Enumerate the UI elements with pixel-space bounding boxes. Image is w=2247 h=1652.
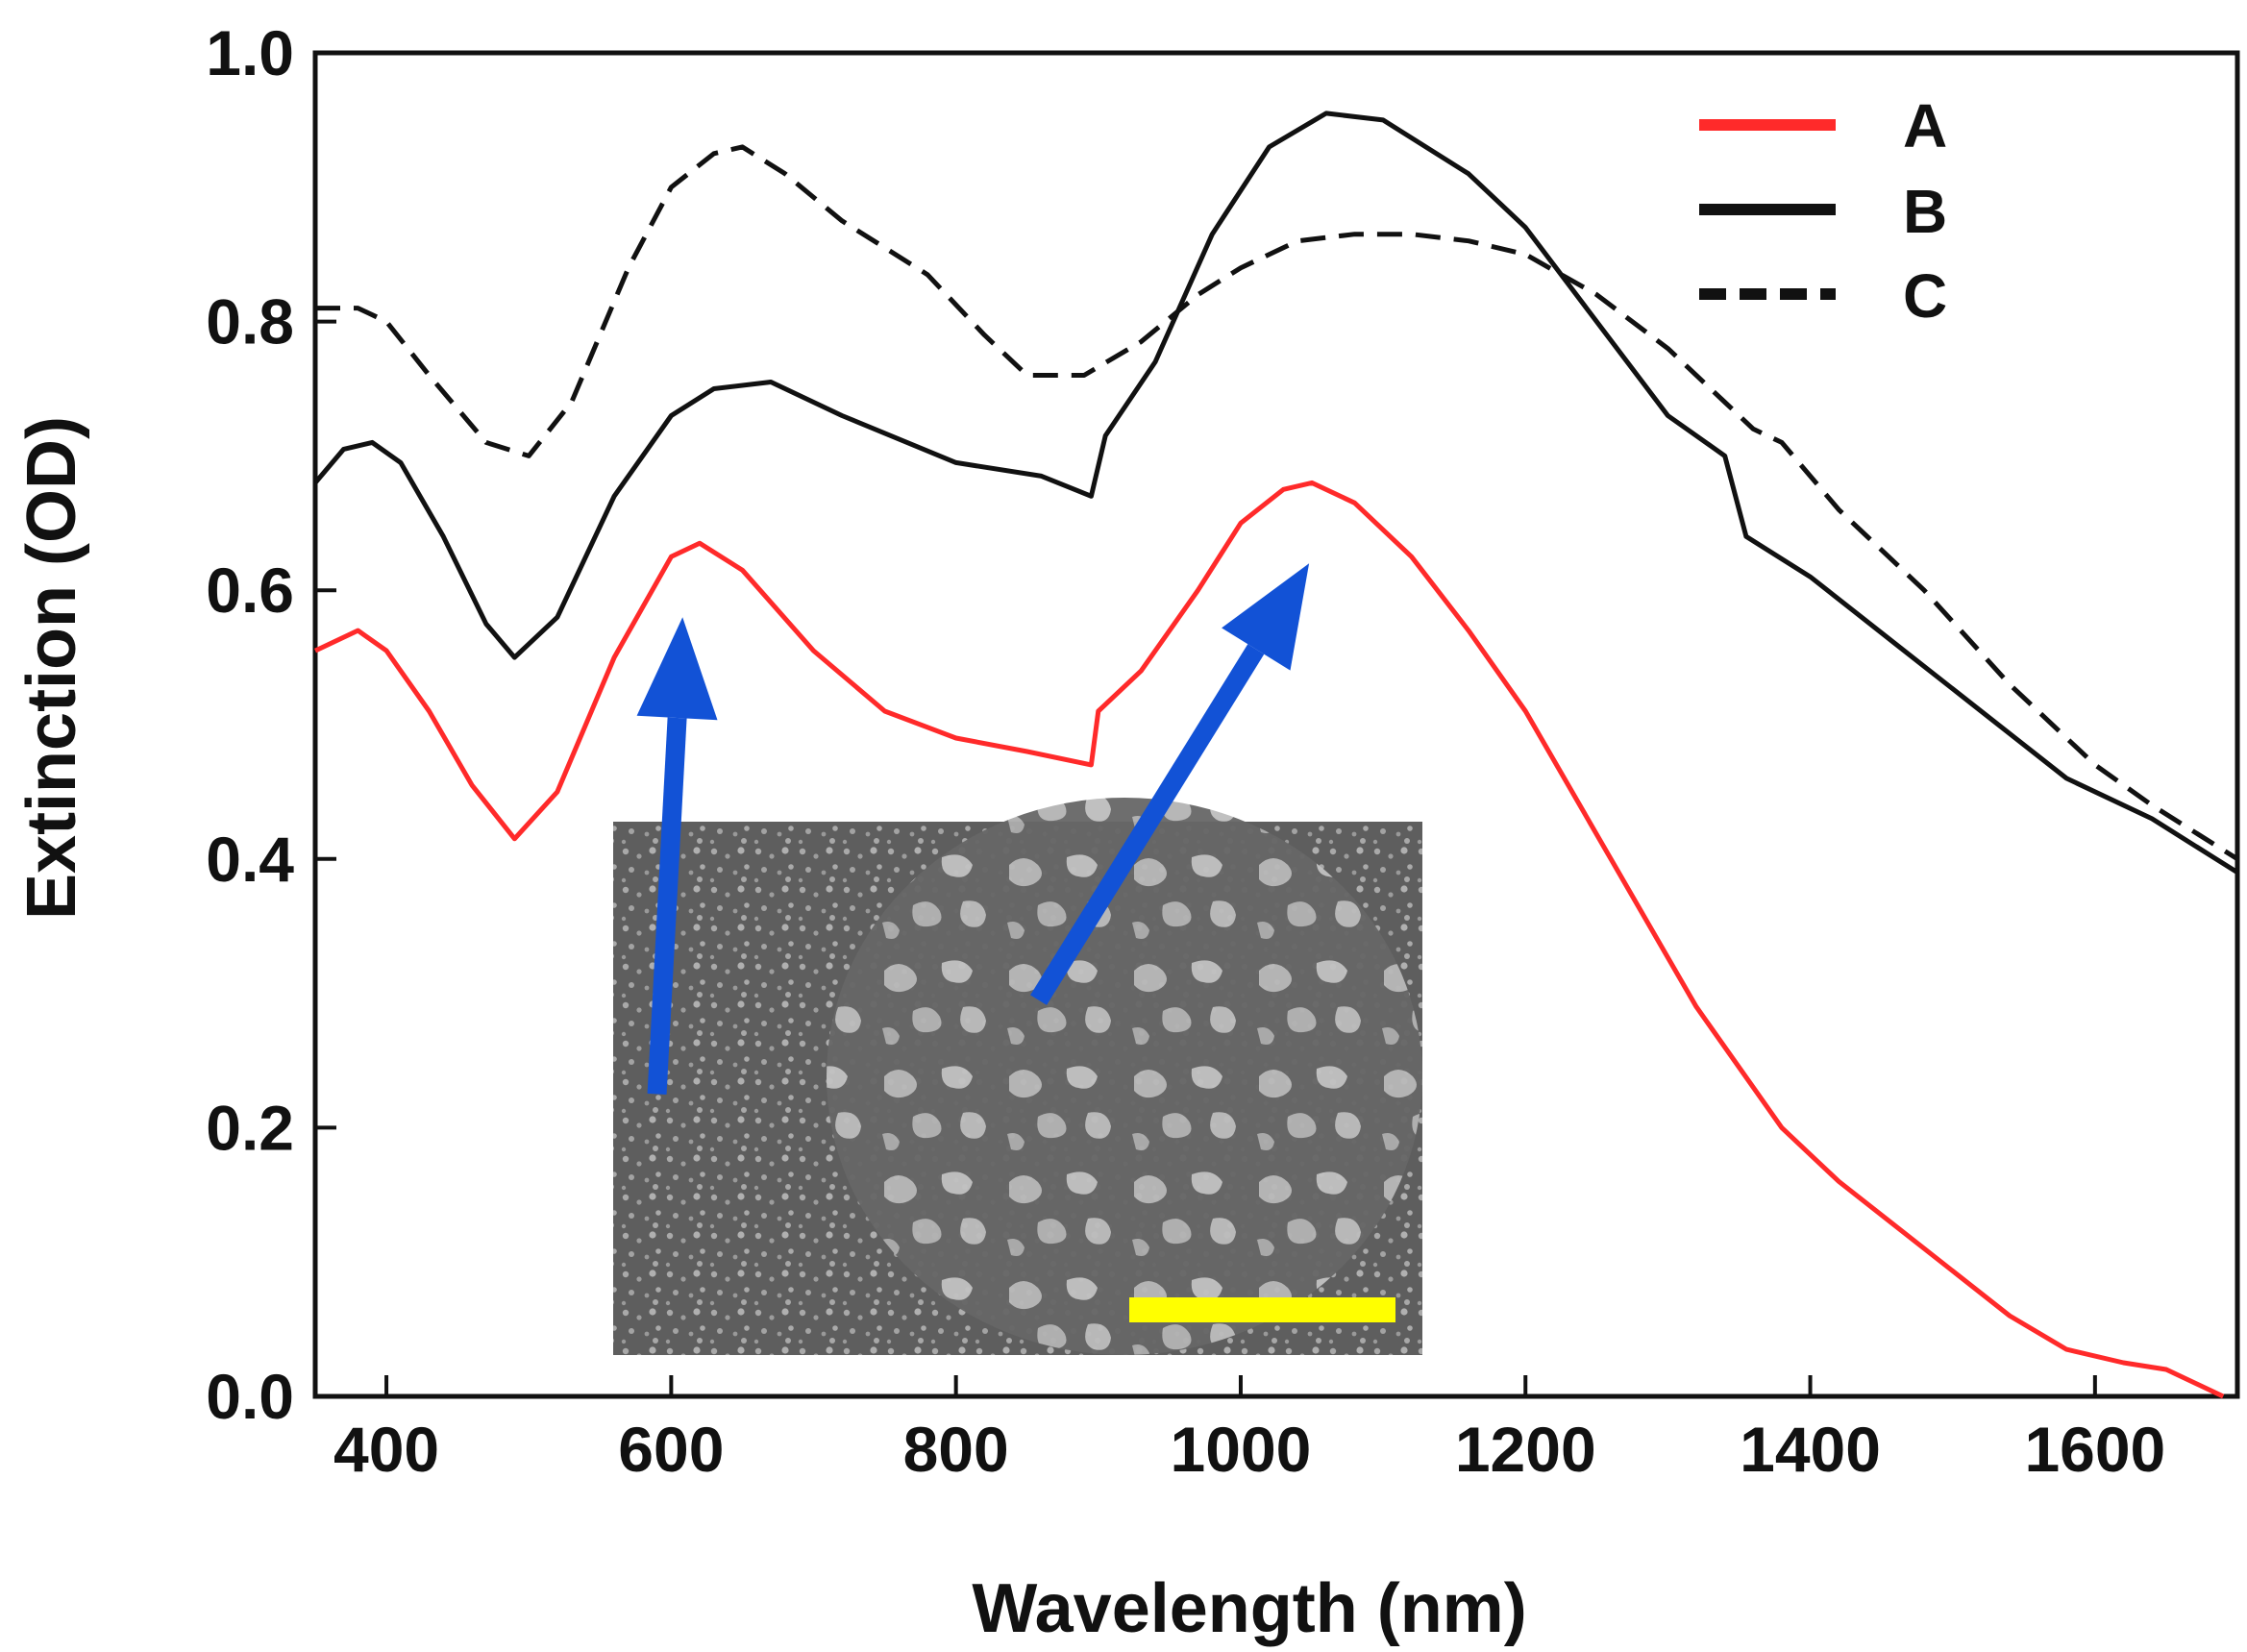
x-tick-label-1600: 1600 xyxy=(2024,1414,2165,1485)
arrow-shaft-2 xyxy=(1030,644,1265,1005)
x-axis-label: Wavelength (nm) xyxy=(972,1570,1526,1647)
y-tick-label-5: 1.0 xyxy=(206,17,294,88)
legend-label-b: B xyxy=(1903,177,1947,246)
x-tick-label-600: 600 xyxy=(618,1414,724,1485)
series-group xyxy=(313,111,2239,1399)
arrow-shaft-1 xyxy=(647,717,687,1095)
x-tick-label-800: 800 xyxy=(903,1414,1009,1485)
series-line-b xyxy=(313,111,2239,875)
legend-label-a: A xyxy=(1903,91,1947,160)
arrow-head-2 xyxy=(1222,563,1310,671)
y-tick-label-4: 0.8 xyxy=(206,286,294,358)
x-tick-label-400: 400 xyxy=(333,1414,439,1485)
sem-inset-image xyxy=(613,798,1422,1355)
legend: A B C xyxy=(1699,91,1947,331)
annotation-arrows xyxy=(636,563,1310,1095)
scale-bar xyxy=(1129,1297,1395,1322)
y-tick-label-1: 0.2 xyxy=(206,1092,294,1163)
plot-frame xyxy=(312,50,2240,1399)
y-tick-label-2: 0.4 xyxy=(206,824,294,895)
x-tick-label-1000: 1000 xyxy=(1171,1414,1312,1485)
x-tick-label-1400: 1400 xyxy=(1740,1414,1881,1485)
axis-ticks: 400 600 800 1000 1200 1400 1600 0.0 0.2 0.4 0.6 0.8… xyxy=(206,17,2165,1485)
y-tick-label-3: 0.6 xyxy=(206,555,294,626)
y-tick-label-0: 0.0 xyxy=(206,1361,294,1432)
series-line-c xyxy=(315,144,2239,861)
series-line-a xyxy=(313,480,2225,1399)
x-tick-label-1200: 1200 xyxy=(1455,1414,1596,1485)
arrow-head-1 xyxy=(636,617,718,721)
legend-label-c: C xyxy=(1903,261,1947,331)
y-axis-label: Extinction (OD) xyxy=(13,416,90,920)
